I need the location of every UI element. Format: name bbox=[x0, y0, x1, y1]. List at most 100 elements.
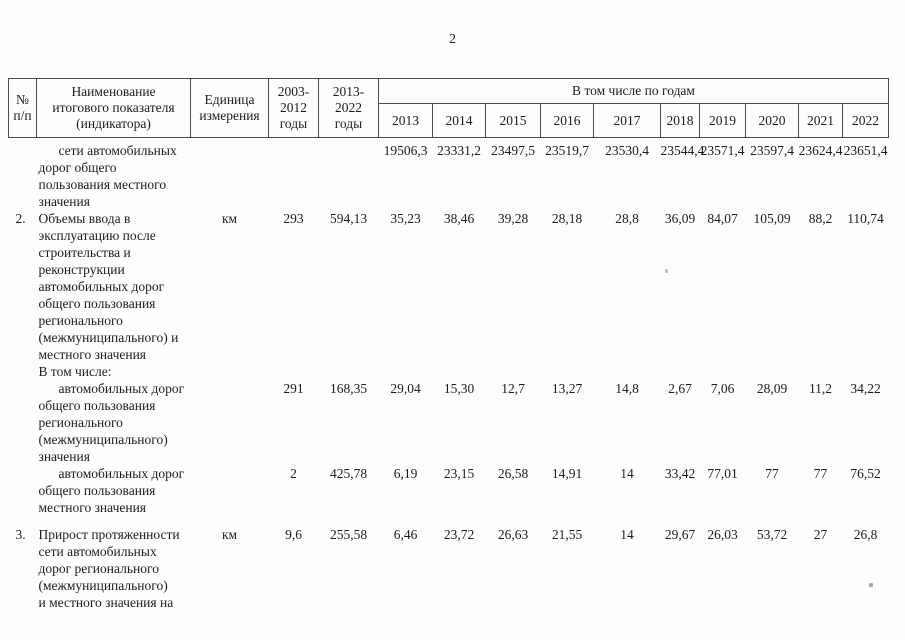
header-year-2015: 2015 bbox=[485, 103, 541, 138]
table-header: № п/п Наименование итогового показателя … bbox=[8, 78, 889, 138]
total-2003-2012-cell bbox=[269, 138, 319, 211]
header-year-2018: 2018 bbox=[660, 103, 700, 138]
total-2003-2012-cell: 9,6 bbox=[285, 527, 302, 542]
table-row: сети автомобильных дорог общего пользовани… bbox=[9, 138, 889, 211]
header-text-line: 2003- bbox=[277, 84, 310, 99]
header-year-2016: 2016 bbox=[540, 103, 594, 138]
row-number-cell bbox=[9, 380, 37, 465]
year-value-cell: 28,09 bbox=[756, 381, 788, 396]
header-span-by-years: В том числе по годам bbox=[378, 78, 889, 104]
year-value-cell: 33,42 bbox=[664, 466, 696, 481]
total-2003-2012-cell: 291 bbox=[283, 381, 304, 396]
total-2003-2012-cell: 2 bbox=[290, 466, 297, 481]
indicator-text-line: дорог общего bbox=[38, 160, 117, 175]
indicator-name-cell: Прирост протяженности сети автомобильных д… bbox=[37, 516, 191, 611]
year-value-cell: 14 bbox=[620, 527, 634, 542]
indicator-name-cell: Объемы ввода в эксплуатацию после строител… bbox=[37, 210, 191, 380]
indicator-text-line: эксплуатацию после bbox=[38, 228, 156, 243]
year-value-cell: 23624,4 bbox=[798, 143, 843, 158]
year-value-cell: 77 bbox=[813, 466, 828, 481]
indicator-text-line: регионального bbox=[38, 415, 123, 430]
scan-speck bbox=[665, 269, 668, 273]
year-value-cell: 13,27 bbox=[551, 381, 583, 396]
header-year-2019: 2019 bbox=[699, 103, 746, 138]
row-number-cell bbox=[9, 138, 37, 211]
header-col-2003-2012: 2003- 2012 годы bbox=[268, 78, 319, 138]
indicator-text-line: Прирост протяженности bbox=[38, 527, 180, 542]
year-value-cell: 110,74 bbox=[847, 211, 884, 226]
indicator-text-line: значения bbox=[38, 194, 90, 209]
header-text-line: п/п bbox=[13, 108, 32, 123]
page-number: 2 bbox=[449, 32, 456, 47]
year-value-cell: 23651,4 bbox=[843, 143, 888, 158]
year-value-cell: 2,67 bbox=[668, 381, 692, 396]
year-value-cell: 23530,4 bbox=[605, 143, 649, 158]
header-year-2014: 2014 bbox=[432, 103, 486, 138]
unit-cell bbox=[191, 380, 269, 465]
header-row-top: № п/п Наименование итогового показателя … bbox=[8, 78, 889, 138]
indicator-name-cell: сети автомобильных дорог общего пользовани… bbox=[37, 138, 191, 211]
indicator-text-line: и местного значения на bbox=[38, 595, 174, 610]
year-value-cell: 77,01 bbox=[707, 466, 738, 481]
total-2013-2022-cell: 168,35 bbox=[329, 381, 368, 396]
header-text-line: итогового показателя bbox=[52, 100, 175, 115]
unit-cell bbox=[191, 465, 269, 516]
year-value-cell: 23497,5 bbox=[491, 143, 535, 158]
year-value-cell: 23331,2 bbox=[437, 143, 481, 158]
indicator-text-line: автомобильных дорог bbox=[58, 466, 185, 481]
indicator-text-line: пользования местного bbox=[38, 177, 167, 192]
year-value-cell: 23519,7 bbox=[545, 143, 589, 158]
table-row: 3. Прирост протяженности сети автомобильны… bbox=[9, 516, 889, 611]
indicator-text-line: местного значения bbox=[38, 347, 147, 362]
year-value-cell: 28,8 bbox=[615, 211, 639, 226]
table-row: автомобильных дорог общего пользования рег… bbox=[9, 380, 889, 465]
year-value-cell: 12,7 bbox=[501, 381, 525, 396]
year-value-cell: 29,04 bbox=[390, 381, 421, 396]
indicator-text-line: общего пользования bbox=[38, 398, 156, 413]
header-row-years: 2013 2014 2015 2016 2017 2018 2019 2020 … bbox=[9, 103, 889, 138]
year-value-cell: 26,03 bbox=[707, 527, 738, 542]
header-year-2020: 2020 bbox=[745, 103, 799, 138]
header-text-line: 2012 bbox=[280, 100, 307, 115]
row-number-cell: 2. bbox=[15, 211, 26, 226]
indicator-text-line: автомобильных дорог bbox=[58, 381, 185, 396]
scan-speck bbox=[869, 583, 873, 587]
unit-cell bbox=[191, 138, 269, 211]
indicator-text-line: значения bbox=[38, 449, 90, 464]
year-value-cell: 35,23 bbox=[390, 211, 421, 226]
indicator-text-line: местного значения bbox=[38, 500, 147, 515]
year-value-cell: 88,2 bbox=[808, 211, 833, 226]
total-2013-2022-cell: 425,78 bbox=[329, 466, 368, 481]
header-col-unit: Единица измерения bbox=[190, 78, 269, 138]
year-value-cell: 26,58 bbox=[497, 466, 529, 481]
year-value-cell: 23,15 bbox=[443, 466, 475, 481]
indicator-text-line: (межмуниципального) bbox=[38, 578, 168, 593]
year-value-cell: 23571,4 bbox=[700, 143, 745, 158]
header-year-2022: 2022 bbox=[842, 103, 889, 138]
indicator-text-line: сети автомобильных bbox=[58, 143, 177, 158]
indicator-text-line: общего пользования bbox=[38, 296, 156, 311]
year-value-cell: 23544,4 bbox=[660, 143, 705, 158]
table-row: 2. Объемы ввода в эксплуатацию после строит… bbox=[9, 210, 889, 380]
indicator-text-line: сети автомобильных bbox=[38, 544, 157, 559]
indicator-text-line: дорог регионального bbox=[38, 561, 159, 576]
header-text-line: № bbox=[16, 92, 29, 107]
indicator-text-line: (межмуниципального) и bbox=[38, 330, 179, 345]
year-value-cell: 53,72 bbox=[756, 527, 788, 542]
year-value-cell: 21,55 bbox=[551, 527, 583, 542]
year-value-cell: 34,22 bbox=[850, 381, 881, 396]
indicator-text-line: В том числе: bbox=[38, 364, 112, 379]
total-2013-2022-cell: 255,58 bbox=[329, 527, 368, 542]
header-col-2013-2022: 2013- 2022 годы bbox=[318, 78, 379, 138]
header-col-num: № п/п bbox=[8, 78, 37, 138]
year-value-cell: 11,2 bbox=[808, 381, 833, 396]
indicators-table: № п/п Наименование итогового показателя … bbox=[8, 78, 889, 611]
year-value-cell: 15,30 bbox=[443, 381, 475, 396]
total-2013-2022-cell bbox=[319, 138, 379, 211]
header-text-line: измерения bbox=[199, 108, 260, 123]
year-value-cell: 38,46 bbox=[443, 211, 475, 226]
year-value-cell: 26,8 bbox=[853, 527, 878, 542]
unit-cell: км bbox=[221, 527, 238, 542]
year-value-cell: 39,28 bbox=[497, 211, 529, 226]
